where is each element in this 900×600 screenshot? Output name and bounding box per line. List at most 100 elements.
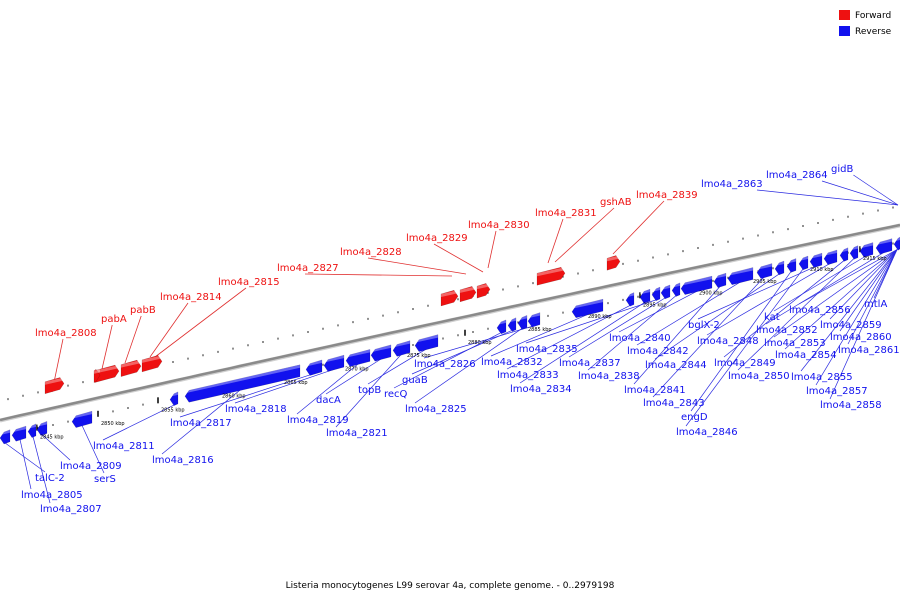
leader-line bbox=[839, 249, 898, 332]
leader-line bbox=[101, 324, 113, 370]
leader-line bbox=[490, 314, 589, 357]
gene-highlight bbox=[185, 364, 300, 394]
gene-rev-26 bbox=[756, 263, 773, 279]
leader-line bbox=[784, 249, 898, 350]
gene-label-sers: serS bbox=[94, 474, 116, 485]
gene-rev-31 bbox=[823, 249, 838, 265]
gene-label-lmo4a-2815: lmo4a_2815 bbox=[218, 277, 280, 288]
gene-rev-35 bbox=[875, 238, 893, 255]
gene-rev-20 bbox=[651, 286, 661, 302]
gene-rev-32 bbox=[839, 247, 849, 262]
gene-lmo4a-2808 bbox=[44, 377, 65, 395]
gene-rev-21 bbox=[660, 284, 671, 300]
gene-rev-33 bbox=[849, 245, 859, 260]
gene-highlight bbox=[626, 292, 634, 298]
leader-line bbox=[296, 363, 359, 415]
gene-rev-4 bbox=[71, 410, 93, 428]
leader-line bbox=[433, 243, 484, 273]
gene-highlight bbox=[371, 344, 391, 353]
gene-label-gidb: gidB bbox=[831, 164, 853, 175]
gene-highlight bbox=[681, 276, 712, 286]
gene-rev-2 bbox=[27, 423, 37, 438]
gene-highlight bbox=[497, 319, 506, 325]
gene-label-guab: guaB bbox=[402, 375, 428, 386]
leader-line bbox=[423, 325, 534, 359]
leader-line bbox=[737, 258, 855, 371]
legend-reverse-swatch bbox=[839, 26, 850, 36]
gene-highlight bbox=[894, 236, 900, 242]
gene-rev-23 bbox=[680, 275, 713, 295]
gene-label-lmo4a-2825: lmo4a_2825 bbox=[405, 404, 467, 415]
gene-lmo4a-2831 bbox=[536, 266, 566, 286]
gene-highlight bbox=[72, 411, 92, 419]
leader-line bbox=[304, 273, 453, 277]
kbp-label: 2900 kbp bbox=[699, 290, 723, 296]
gene-rev-28 bbox=[786, 258, 797, 273]
leader-line bbox=[547, 218, 564, 264]
leader-line bbox=[234, 368, 335, 404]
leader-line bbox=[829, 249, 898, 400]
gene-label-lmo4a-2857: lmo4a_2857 bbox=[806, 386, 868, 397]
gene-label-lmo4a-2808: lmo4a_2808 bbox=[35, 328, 97, 339]
gene-rev-27 bbox=[774, 260, 785, 276]
leader-line bbox=[697, 266, 817, 320]
gene-label-daca: dacA bbox=[316, 395, 341, 406]
legend-forward-label: Forward bbox=[855, 11, 891, 21]
kbp-label: 2905 kbp bbox=[753, 279, 777, 285]
leader-line bbox=[149, 302, 189, 358]
gene-rev-15 bbox=[517, 315, 528, 330]
gene-highlight bbox=[0, 429, 10, 435]
gene-labels: lmo4a_2808pabApabBlmo4a_2814lmo4a_2815lm… bbox=[21, 164, 900, 515]
gene-highlight bbox=[306, 359, 322, 367]
backbone-shadow bbox=[0, 223, 900, 423]
gene-label-lmo4a-2838: lmo4a_2838 bbox=[578, 371, 640, 382]
gene-label-lmo4a-2805: lmo4a_2805 bbox=[21, 490, 83, 501]
gene-label-lmo4a-2855: lmo4a_2855 bbox=[791, 372, 853, 383]
gene-highlight bbox=[37, 421, 47, 427]
leader-line bbox=[633, 286, 721, 385]
leader-line bbox=[32, 436, 51, 504]
leader-line bbox=[525, 299, 657, 344]
kbp-labels: 2845 kbp 2850 kbp 2855 kbp 2860 kbp 2865 kbp… bbox=[40, 256, 887, 440]
kbp-label: 2875 kbp bbox=[407, 353, 431, 359]
gene-rev-34 bbox=[859, 242, 874, 258]
leader-line bbox=[800, 249, 898, 372]
gene-rev-5 bbox=[169, 391, 179, 406]
gene-highlight bbox=[346, 349, 370, 358]
kbp-label: 2850 kbp bbox=[101, 421, 125, 427]
gene-label-lmo4a-2821: lmo4a_2821 bbox=[326, 428, 388, 439]
gene-label-gshab: gshAB bbox=[600, 197, 632, 208]
kbp-label: 2880 kbp bbox=[468, 340, 492, 346]
gene-rev-25 bbox=[727, 267, 754, 286]
gene-highlight bbox=[324, 355, 344, 363]
gene-highlight bbox=[652, 287, 660, 292]
gene-label-lmo4a-2860: lmo4a_2860 bbox=[830, 332, 892, 343]
gene-label-lmo4a-2840: lmo4a_2840 bbox=[609, 333, 671, 344]
gene-label-lmo4a-2859: lmo4a_2859 bbox=[820, 320, 882, 331]
genome-backbone bbox=[0, 223, 900, 423]
gene-highlight bbox=[876, 238, 892, 245]
gene-label-lmo4a-2842: lmo4a_2842 bbox=[627, 346, 689, 357]
gene-features bbox=[0, 236, 900, 445]
gene-rev-7 bbox=[305, 359, 323, 376]
gene-highlight bbox=[640, 289, 650, 295]
leader-line bbox=[568, 297, 666, 358]
gene-label-lmo4a-2819: lmo4a_2819 bbox=[287, 415, 349, 426]
gene-label-lmo4a-2811: lmo4a_2811 bbox=[93, 441, 155, 452]
gene-label-lmo4a-2837: lmo4a_2837 bbox=[559, 358, 621, 369]
gene-highlight bbox=[860, 242, 873, 249]
gene-label-lmo4a-2833: lmo4a_2833 bbox=[497, 370, 559, 381]
gene-label-lmo4a-2852: lmo4a_2852 bbox=[756, 325, 818, 336]
gene-lmo4a-2839 bbox=[606, 255, 621, 271]
gene-highlight bbox=[537, 267, 565, 277]
leader-line bbox=[853, 174, 899, 206]
leader-line bbox=[654, 273, 780, 360]
gene-highlight bbox=[672, 282, 680, 288]
leader-line bbox=[685, 268, 804, 427]
gene-highlight bbox=[810, 253, 822, 259]
gene-rev-8 bbox=[323, 354, 345, 372]
gene-label-lmo4a-2848: lmo4a_2848 bbox=[697, 336, 759, 347]
gene-highlight bbox=[728, 267, 753, 276]
leader-line bbox=[756, 189, 899, 206]
gene-highlight bbox=[95, 365, 119, 374]
